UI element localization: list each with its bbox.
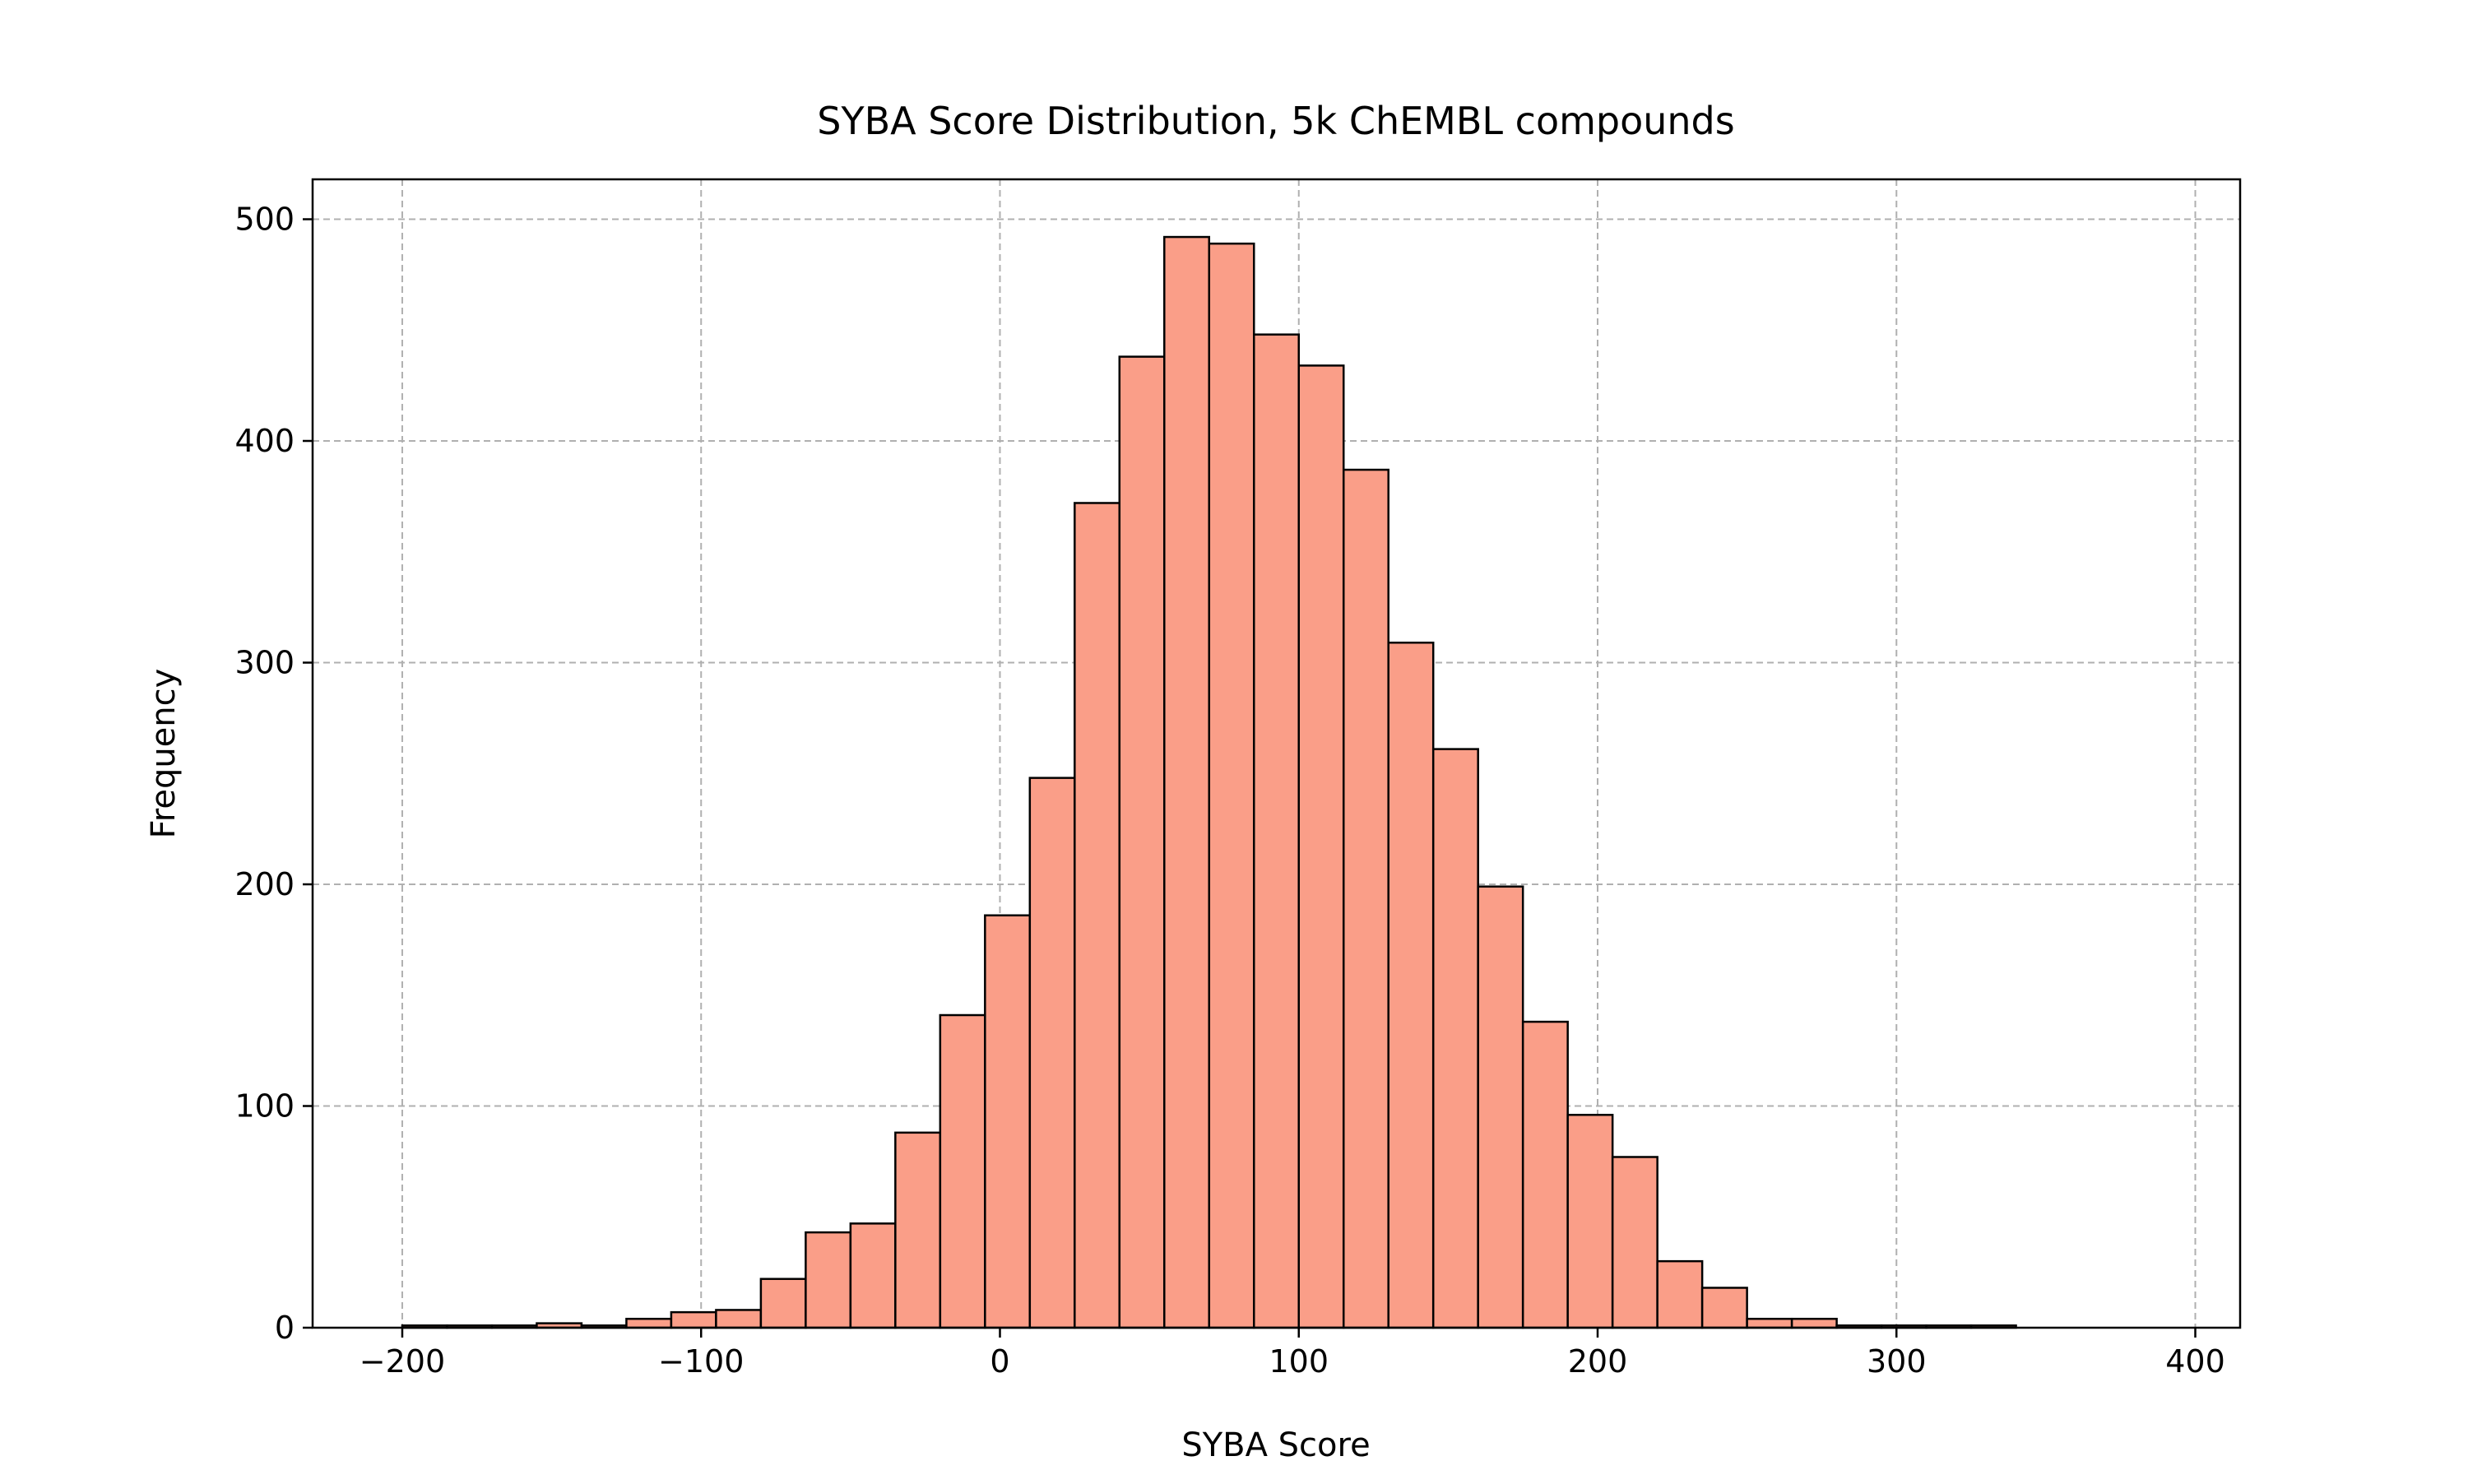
y-tick-label: 0 <box>275 1310 295 1346</box>
plot-frame <box>311 178 2242 1329</box>
histogram-bar <box>1028 777 1076 1329</box>
histogram-bar <box>1521 1020 1569 1329</box>
histogram-bar <box>1656 1259 1704 1329</box>
histogram-bar <box>1297 364 1345 1329</box>
histogram-bar <box>1611 1156 1658 1329</box>
y-axis-label: Frequency <box>145 669 183 839</box>
histogram-bar <box>1163 235 1211 1329</box>
histogram-bar <box>1700 1287 1748 1329</box>
y-tick-label: 300 <box>234 645 295 681</box>
x-tick-label: 400 <box>2165 1343 2225 1380</box>
histogram-bar <box>1790 1317 1838 1329</box>
y-tick-label: 400 <box>234 423 295 459</box>
y-axis-ticks: 0 100 200 300 400 500 <box>234 202 313 1346</box>
x-tick-label: 300 <box>1867 1343 1927 1380</box>
histogram-bar <box>1074 502 1121 1329</box>
y-tick-label: 500 <box>234 202 295 238</box>
chart-title: SYBA Score Distribution, 5k ChEMBL compo… <box>817 99 1734 143</box>
histogram-bar <box>849 1222 897 1329</box>
histogram-bar <box>1431 748 1479 1329</box>
histogram-bar <box>984 914 1032 1329</box>
histogram-bar <box>759 1278 807 1329</box>
y-tick-label: 200 <box>234 866 295 902</box>
x-axis-ticks: −200 −100 0 100 200 300 400 <box>360 1328 2225 1380</box>
histogram-bar <box>1477 885 1524 1329</box>
histogram-bar <box>670 1310 717 1329</box>
histogram-bar <box>1387 642 1435 1329</box>
histogram-bar <box>1746 1317 1793 1329</box>
histogram-bar <box>894 1131 942 1329</box>
x-tick-label: 200 <box>1568 1343 1628 1380</box>
histogram-bar <box>805 1231 852 1329</box>
histogram-bar <box>1566 1114 1614 1329</box>
histogram-bar <box>625 1317 673 1329</box>
x-axis-label: SYBA Score <box>1181 1426 1370 1464</box>
histogram-bar <box>1342 468 1389 1329</box>
histogram-bars <box>401 235 2017 1329</box>
histogram-bar <box>939 1013 986 1329</box>
x-tick-label: −200 <box>360 1343 445 1380</box>
histogram-bar <box>1253 333 1300 1329</box>
histogram-bar <box>1118 355 1166 1329</box>
x-tick-label: 100 <box>1269 1343 1329 1380</box>
x-tick-label: −100 <box>658 1343 744 1380</box>
y-tick-label: 100 <box>234 1088 295 1125</box>
histogram-bar <box>715 1309 763 1329</box>
x-tick-label: 0 <box>990 1343 1009 1380</box>
histogram-bar <box>1208 242 1255 1329</box>
